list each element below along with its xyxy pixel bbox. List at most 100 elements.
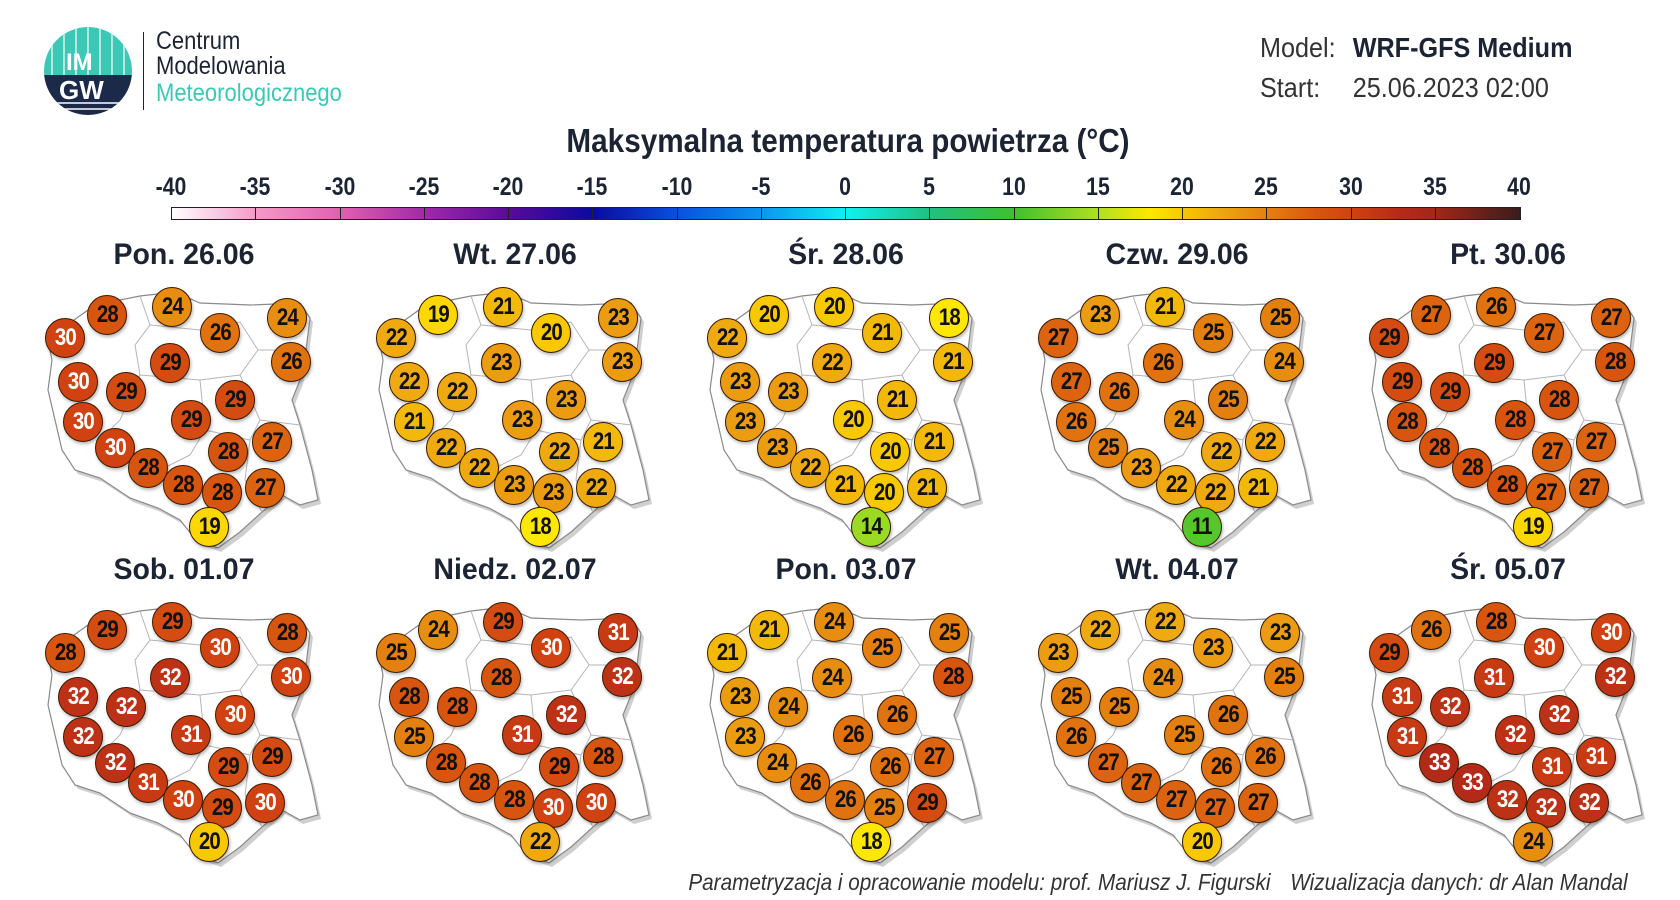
temperature-marker: 28 [1595, 342, 1635, 382]
temperature-marker: 28 [1495, 400, 1535, 440]
temperature-value: 28 [1496, 471, 1518, 498]
temperature-value: 28 [1461, 454, 1483, 481]
temperature-marker: 23 [720, 677, 760, 717]
temperature-value: 24 [1152, 664, 1174, 691]
temperature-marker: 26 [1245, 737, 1285, 777]
temperature-value: 23 [1047, 639, 1069, 666]
temperature-marker: 23 [494, 465, 534, 505]
logo-line-1: Centrum [156, 27, 241, 55]
temperature-marker: 29 [152, 602, 192, 642]
temperature-marker: 24 [1143, 658, 1183, 698]
temperature-value: 27 [1535, 479, 1557, 506]
temperature-value: 30 [172, 786, 194, 813]
temperature-marker: 21 [394, 402, 434, 442]
temperature-marker: 32 [602, 657, 642, 697]
poland-map [709, 291, 983, 552]
temperature-value: 21 [403, 408, 425, 435]
temperature-value: 23 [542, 479, 564, 506]
temperature-value: 29 [1439, 378, 1461, 405]
temperature-marker: 30 [1524, 628, 1564, 668]
temperature-value: 22 [821, 349, 843, 376]
temperature-value: 28 [435, 749, 457, 776]
temperature-value: 14 [860, 513, 882, 540]
temperature-marker: 31 [1382, 677, 1422, 717]
temperature-marker: 25 [1208, 380, 1248, 420]
temperature-marker: 19 [1513, 507, 1553, 547]
temperature-marker: 30 [271, 657, 311, 697]
temperature-marker: 24 [267, 298, 307, 338]
temperature-marker: 28 [1539, 380, 1579, 420]
temperature-marker: 22 [376, 318, 416, 358]
temperature-marker: 23 [602, 342, 642, 382]
temperature-marker: 27 [1532, 432, 1572, 472]
temperature-value: 23 [1130, 454, 1152, 481]
temperature-marker: 22 [539, 432, 579, 472]
temperature-marker: 20 [531, 313, 571, 353]
temperature-marker: 28 [208, 432, 248, 472]
temperature-marker: 31 [1474, 658, 1514, 698]
temperature-marker: 27 [245, 468, 285, 508]
colorbar-tick-mark [1266, 207, 1268, 220]
temperature-marker: 23 [725, 402, 765, 442]
temperature-marker: 24 [1264, 342, 1304, 382]
temperature-marker: 25 [862, 628, 902, 668]
temperature-value: 19 [1522, 513, 1544, 540]
temperature-value: 27 [1600, 304, 1622, 331]
temperature-marker: 21 [877, 380, 917, 420]
credit-model: Parametryzacja i opracowanie modelu: pro… [688, 869, 1271, 895]
temperature-marker: 20 [1182, 822, 1222, 862]
temperature-marker: 32 [1539, 695, 1579, 735]
temperature-value: 29 [1378, 324, 1400, 351]
temperature-value: 32 [159, 664, 181, 691]
temperature-marker: 25 [929, 613, 969, 653]
temperature-marker: 30 [163, 780, 203, 820]
temperature-value: 27 [923, 743, 945, 770]
temperature-marker: 30 [533, 788, 573, 828]
temperature-marker: 14 [851, 507, 891, 547]
region-border [1423, 295, 1475, 441]
temperature-value: 26 [1065, 408, 1087, 435]
colorbar-tick-label: -30 [324, 173, 355, 201]
region-border [480, 636, 631, 666]
map-title: Maksymalna temperatura powietrza (°C) [566, 122, 1130, 159]
temperature-value: 26 [834, 786, 856, 813]
temperature-marker: 23 [1038, 633, 1078, 673]
temperature-value: 28 [217, 438, 239, 465]
temperature-value: 31 [511, 721, 533, 748]
temperature-marker: 23 [502, 400, 542, 440]
temperature-value: 32 [115, 693, 137, 720]
temperature-value: 23 [1202, 634, 1224, 661]
temperature-value: 20 [842, 406, 864, 433]
day-header: Niedz. 02.07 [433, 553, 597, 586]
colorbar-tick-label: -35 [239, 173, 271, 201]
temperature-value: 22 [799, 454, 821, 481]
temperature-value: 11 [1192, 513, 1213, 540]
temperature-value: 32 [67, 683, 89, 710]
temperature-marker: 29 [1474, 343, 1514, 383]
temperature-marker: 28 [87, 295, 127, 335]
temperature-value: 23 [511, 406, 533, 433]
temperature-value: 21 [1154, 293, 1176, 320]
temperature-marker: 31 [1576, 737, 1616, 777]
temperature-marker: 26 [1056, 402, 1096, 442]
temperature-value: 27 [1130, 769, 1152, 796]
temperature-value: 29 [159, 349, 181, 376]
temperature-value: 22 [1254, 428, 1276, 455]
temperature-value: 22 [1210, 438, 1232, 465]
temperature-marker: 23 [1260, 613, 1300, 653]
temperature-value: 25 [938, 619, 960, 646]
temperature-value: 22 [529, 828, 551, 855]
temperature-marker: 22 [459, 448, 499, 488]
colorbar-tick-mark [255, 207, 257, 220]
temperature-value: 28 [398, 683, 420, 710]
temperature-marker: 33 [1452, 763, 1492, 803]
temperature-marker: 28 [1487, 465, 1527, 505]
temperature-value: 28 [172, 471, 194, 498]
temperature-marker: 22 [1195, 473, 1235, 513]
temperature-marker: 30 [215, 695, 255, 735]
temperature-value: 23 [1269, 619, 1291, 646]
temperature-value: 24 [777, 693, 799, 720]
colorbar-tick-label: -25 [408, 173, 440, 201]
temperature-marker: 26 [1056, 717, 1096, 757]
temperature-value: 22 [1204, 479, 1226, 506]
